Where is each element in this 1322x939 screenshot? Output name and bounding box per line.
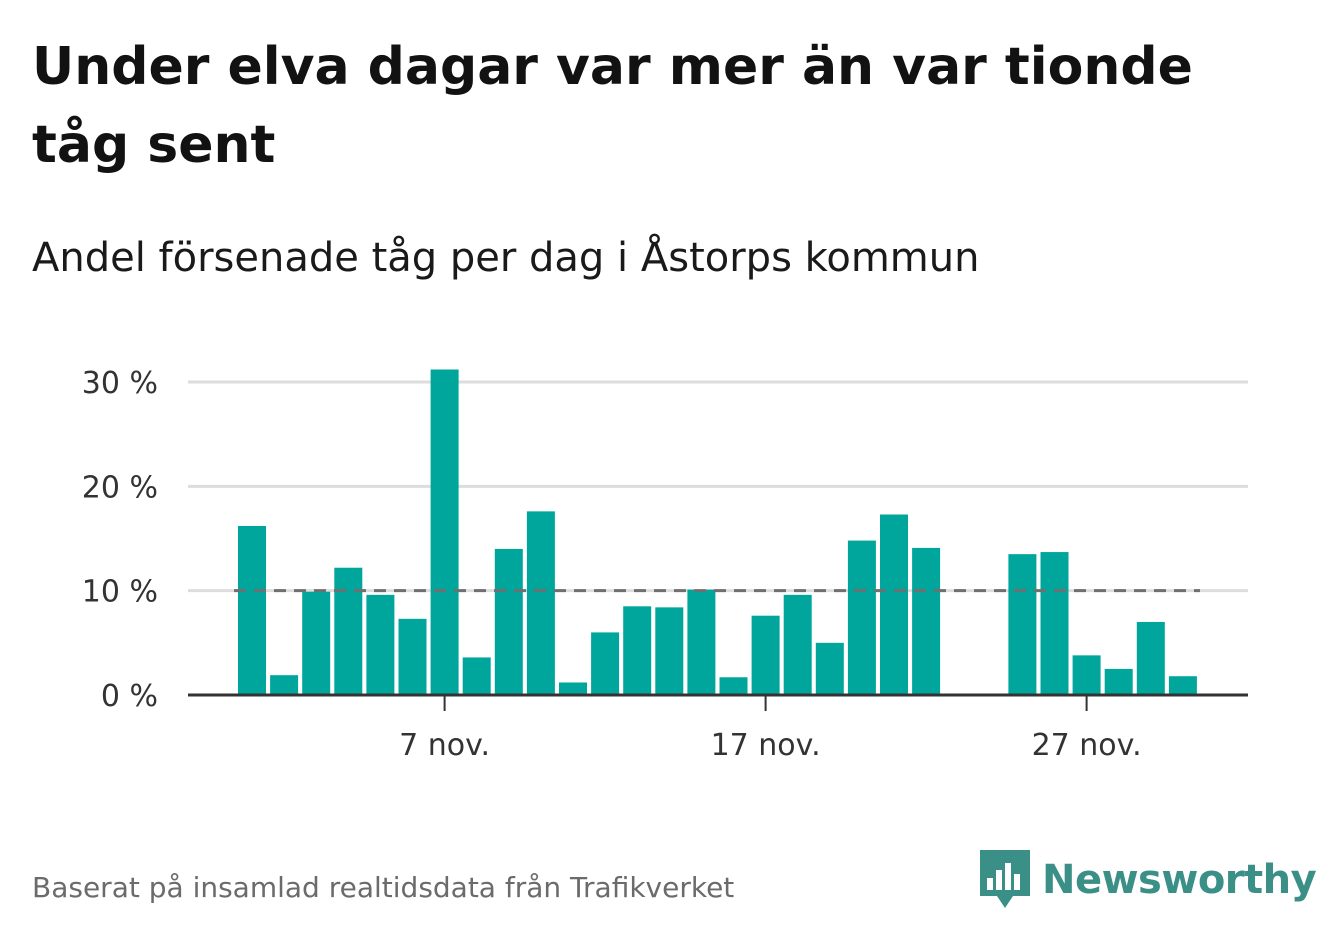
bar [366, 594, 395, 695]
bar [334, 567, 363, 695]
bar [847, 540, 876, 695]
bar [1072, 655, 1101, 695]
bar [880, 514, 908, 695]
bar [462, 657, 491, 695]
bar [1136, 621, 1165, 695]
source-note: Baserat på insamlad realtidsdata från Tr… [32, 871, 735, 904]
logo-text: Newsworthy [1042, 857, 1317, 903]
bar [559, 682, 587, 695]
y-tick-label: 10 % [82, 575, 158, 610]
bar [430, 369, 459, 695]
bar [1168, 676, 1197, 695]
y-tick-label: 20 % [82, 470, 158, 505]
y-axis-ticks: 0 % 10 % 20 % 30 % [82, 366, 158, 714]
bar [815, 642, 844, 695]
bar [238, 525, 266, 695]
chart-subtitle: Andel försenade tåg per dag i Åstorps ko… [32, 235, 980, 281]
bar [1104, 668, 1133, 695]
bar [655, 607, 684, 695]
bar [783, 594, 812, 695]
grid-lines [188, 380, 1248, 593]
x-tick-label: 17 nov. [711, 728, 821, 763]
newsworthy-logo-icon [980, 850, 1030, 908]
y-tick-label: 30 % [82, 366, 158, 401]
bar [302, 591, 331, 695]
newsworthy-logo[interactable]: Newsworthy [980, 850, 1317, 910]
bar [623, 606, 652, 695]
bar [1008, 554, 1037, 695]
bars [238, 369, 1197, 695]
x-axis-ticks: 7 nov. 17 nov. 27 nov. [399, 695, 1142, 763]
bar-chart: 0 % 10 % 20 % 30 % 7 nov. 17 nov. 27 nov. [82, 366, 1248, 763]
bar [719, 677, 748, 695]
bar [751, 615, 780, 695]
bar [591, 632, 620, 695]
bar [398, 618, 427, 695]
bar [270, 675, 299, 695]
bar [912, 547, 941, 695]
bar [687, 589, 716, 695]
y-tick-label: 0 % [101, 679, 158, 714]
bar [1040, 552, 1069, 695]
x-tick-label: 27 nov. [1032, 728, 1142, 763]
bar [526, 511, 555, 695]
x-tick-label: 7 nov. [399, 728, 490, 763]
chart-title: Under elva dagar var mer än var tionde t… [32, 37, 1193, 175]
bar [494, 548, 523, 695]
